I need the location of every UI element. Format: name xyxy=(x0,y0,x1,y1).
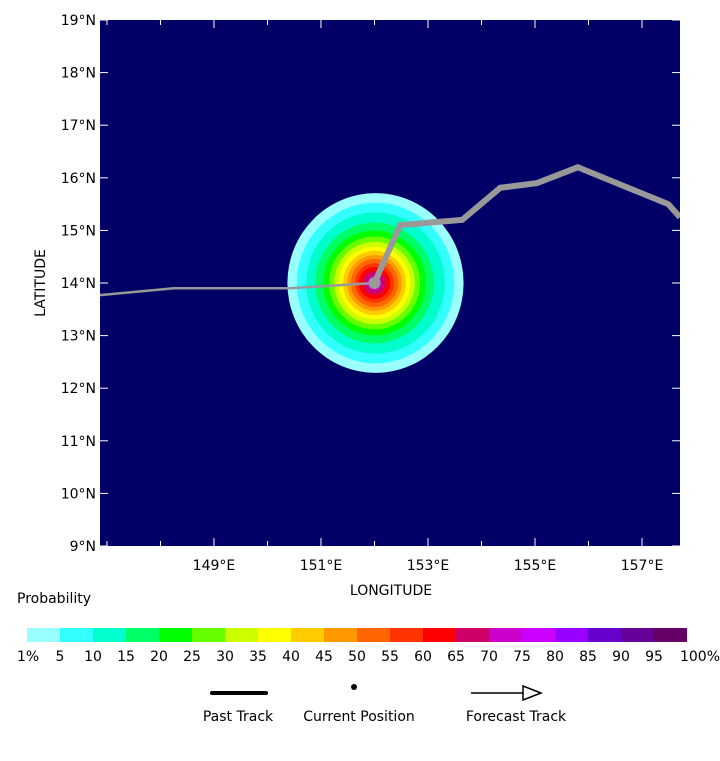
forecast-track-line xyxy=(371,164,680,285)
past-track-line xyxy=(100,281,375,297)
x-tick-label: 155°E xyxy=(514,558,557,574)
colorbar-swatch xyxy=(390,628,423,642)
colorbar-title: Probability xyxy=(17,591,91,607)
x-tick-label: 153°E xyxy=(407,558,450,574)
colorbar-swatch xyxy=(258,628,291,642)
colorbar-swatch xyxy=(159,628,192,642)
colorbar-label: 35 xyxy=(249,649,267,665)
colorbar: 1% 5 10 15 20 25 30 35 40 45 50 55 60 65 70 75 80 85 90 95 1… xyxy=(17,628,720,665)
current-position-marker xyxy=(368,277,381,289)
legend-current-position-dot xyxy=(351,684,357,690)
colorbar-swatch xyxy=(555,628,588,642)
colorbar-label: 40 xyxy=(282,649,300,665)
colorbar-label: 10 xyxy=(84,649,102,665)
colorbar-label: 15 xyxy=(117,649,135,665)
colorbar-swatch xyxy=(621,628,654,642)
x-tick-label: 149°E xyxy=(193,558,236,574)
y-tick-label: 16°N xyxy=(61,171,96,187)
y-tick-label: 12°N xyxy=(61,381,96,397)
x-tick-label: 151°E xyxy=(300,558,343,574)
x-axis-label: LONGITUDE xyxy=(350,583,432,599)
axes: 149°E 151°E 153°E 155°E 157°E 9°N 10°N 11°N 12°N… xyxy=(61,13,680,574)
colorbar-label: 60 xyxy=(414,649,432,665)
colorbar-label: 100% xyxy=(680,649,720,665)
colorbar-swatch xyxy=(522,628,555,642)
colorbar-label: 80 xyxy=(546,649,564,665)
legend-forecast-arrow-icon xyxy=(522,684,544,702)
y-tick-label: 11°N xyxy=(61,434,96,450)
y-tick-label: 14°N xyxy=(61,276,96,292)
colorbar-label: 70 xyxy=(480,649,498,665)
colorbar-swatch xyxy=(423,628,456,642)
colorbar-label: 65 xyxy=(447,649,465,665)
colorbar-label: 75 xyxy=(513,649,531,665)
y-axis-label: LATITUDE xyxy=(33,249,49,317)
colorbar-swatch xyxy=(93,628,126,642)
legend-forecast-track-label: Forecast Track xyxy=(466,709,567,725)
colorbar-swatch xyxy=(588,628,621,642)
colorbar-swatch xyxy=(654,628,687,642)
colorbar-swatch xyxy=(60,628,93,642)
colorbar-swatch xyxy=(324,628,357,642)
y-tick-label: 10°N xyxy=(61,486,96,502)
colorbar-swatch xyxy=(489,628,522,642)
y-tick-label: 19°N xyxy=(61,13,96,29)
x-tick-label: 157°E xyxy=(621,558,664,574)
colorbar-swatch xyxy=(192,628,225,642)
y-tick-label: 9°N xyxy=(70,539,96,555)
legend-past-track-label: Past Track xyxy=(203,709,274,725)
colorbar-label: 55 xyxy=(381,649,399,665)
legend: Past Track Current Position Forecast Tra… xyxy=(203,684,567,725)
colorbar-label: 5 xyxy=(56,649,65,665)
colorbar-swatch xyxy=(225,628,258,642)
colorbar-label: 90 xyxy=(612,649,630,665)
y-tick-label: 15°N xyxy=(61,223,96,239)
colorbar-label: 50 xyxy=(348,649,366,665)
colorbar-label: 85 xyxy=(579,649,597,665)
y-tick-label: 18°N xyxy=(61,66,96,82)
colorbar-label: 95 xyxy=(645,649,663,665)
y-tick-label: 13°N xyxy=(61,329,96,345)
colorbar-label: 20 xyxy=(150,649,168,665)
colorbar-label: 1% xyxy=(17,649,39,665)
colorbar-swatch xyxy=(456,628,489,642)
plot-area xyxy=(100,20,680,546)
colorbar-swatch xyxy=(291,628,324,642)
colorbar-swatch xyxy=(126,628,159,642)
colorbar-label: 45 xyxy=(315,649,333,665)
colorbar-swatch xyxy=(357,628,390,642)
colorbar-swatch xyxy=(27,628,60,642)
y-tick-label: 17°N xyxy=(61,118,96,134)
legend-current-position-label: Current Position xyxy=(303,709,415,725)
colorbar-label: 25 xyxy=(183,649,201,665)
colorbar-label: 30 xyxy=(216,649,234,665)
